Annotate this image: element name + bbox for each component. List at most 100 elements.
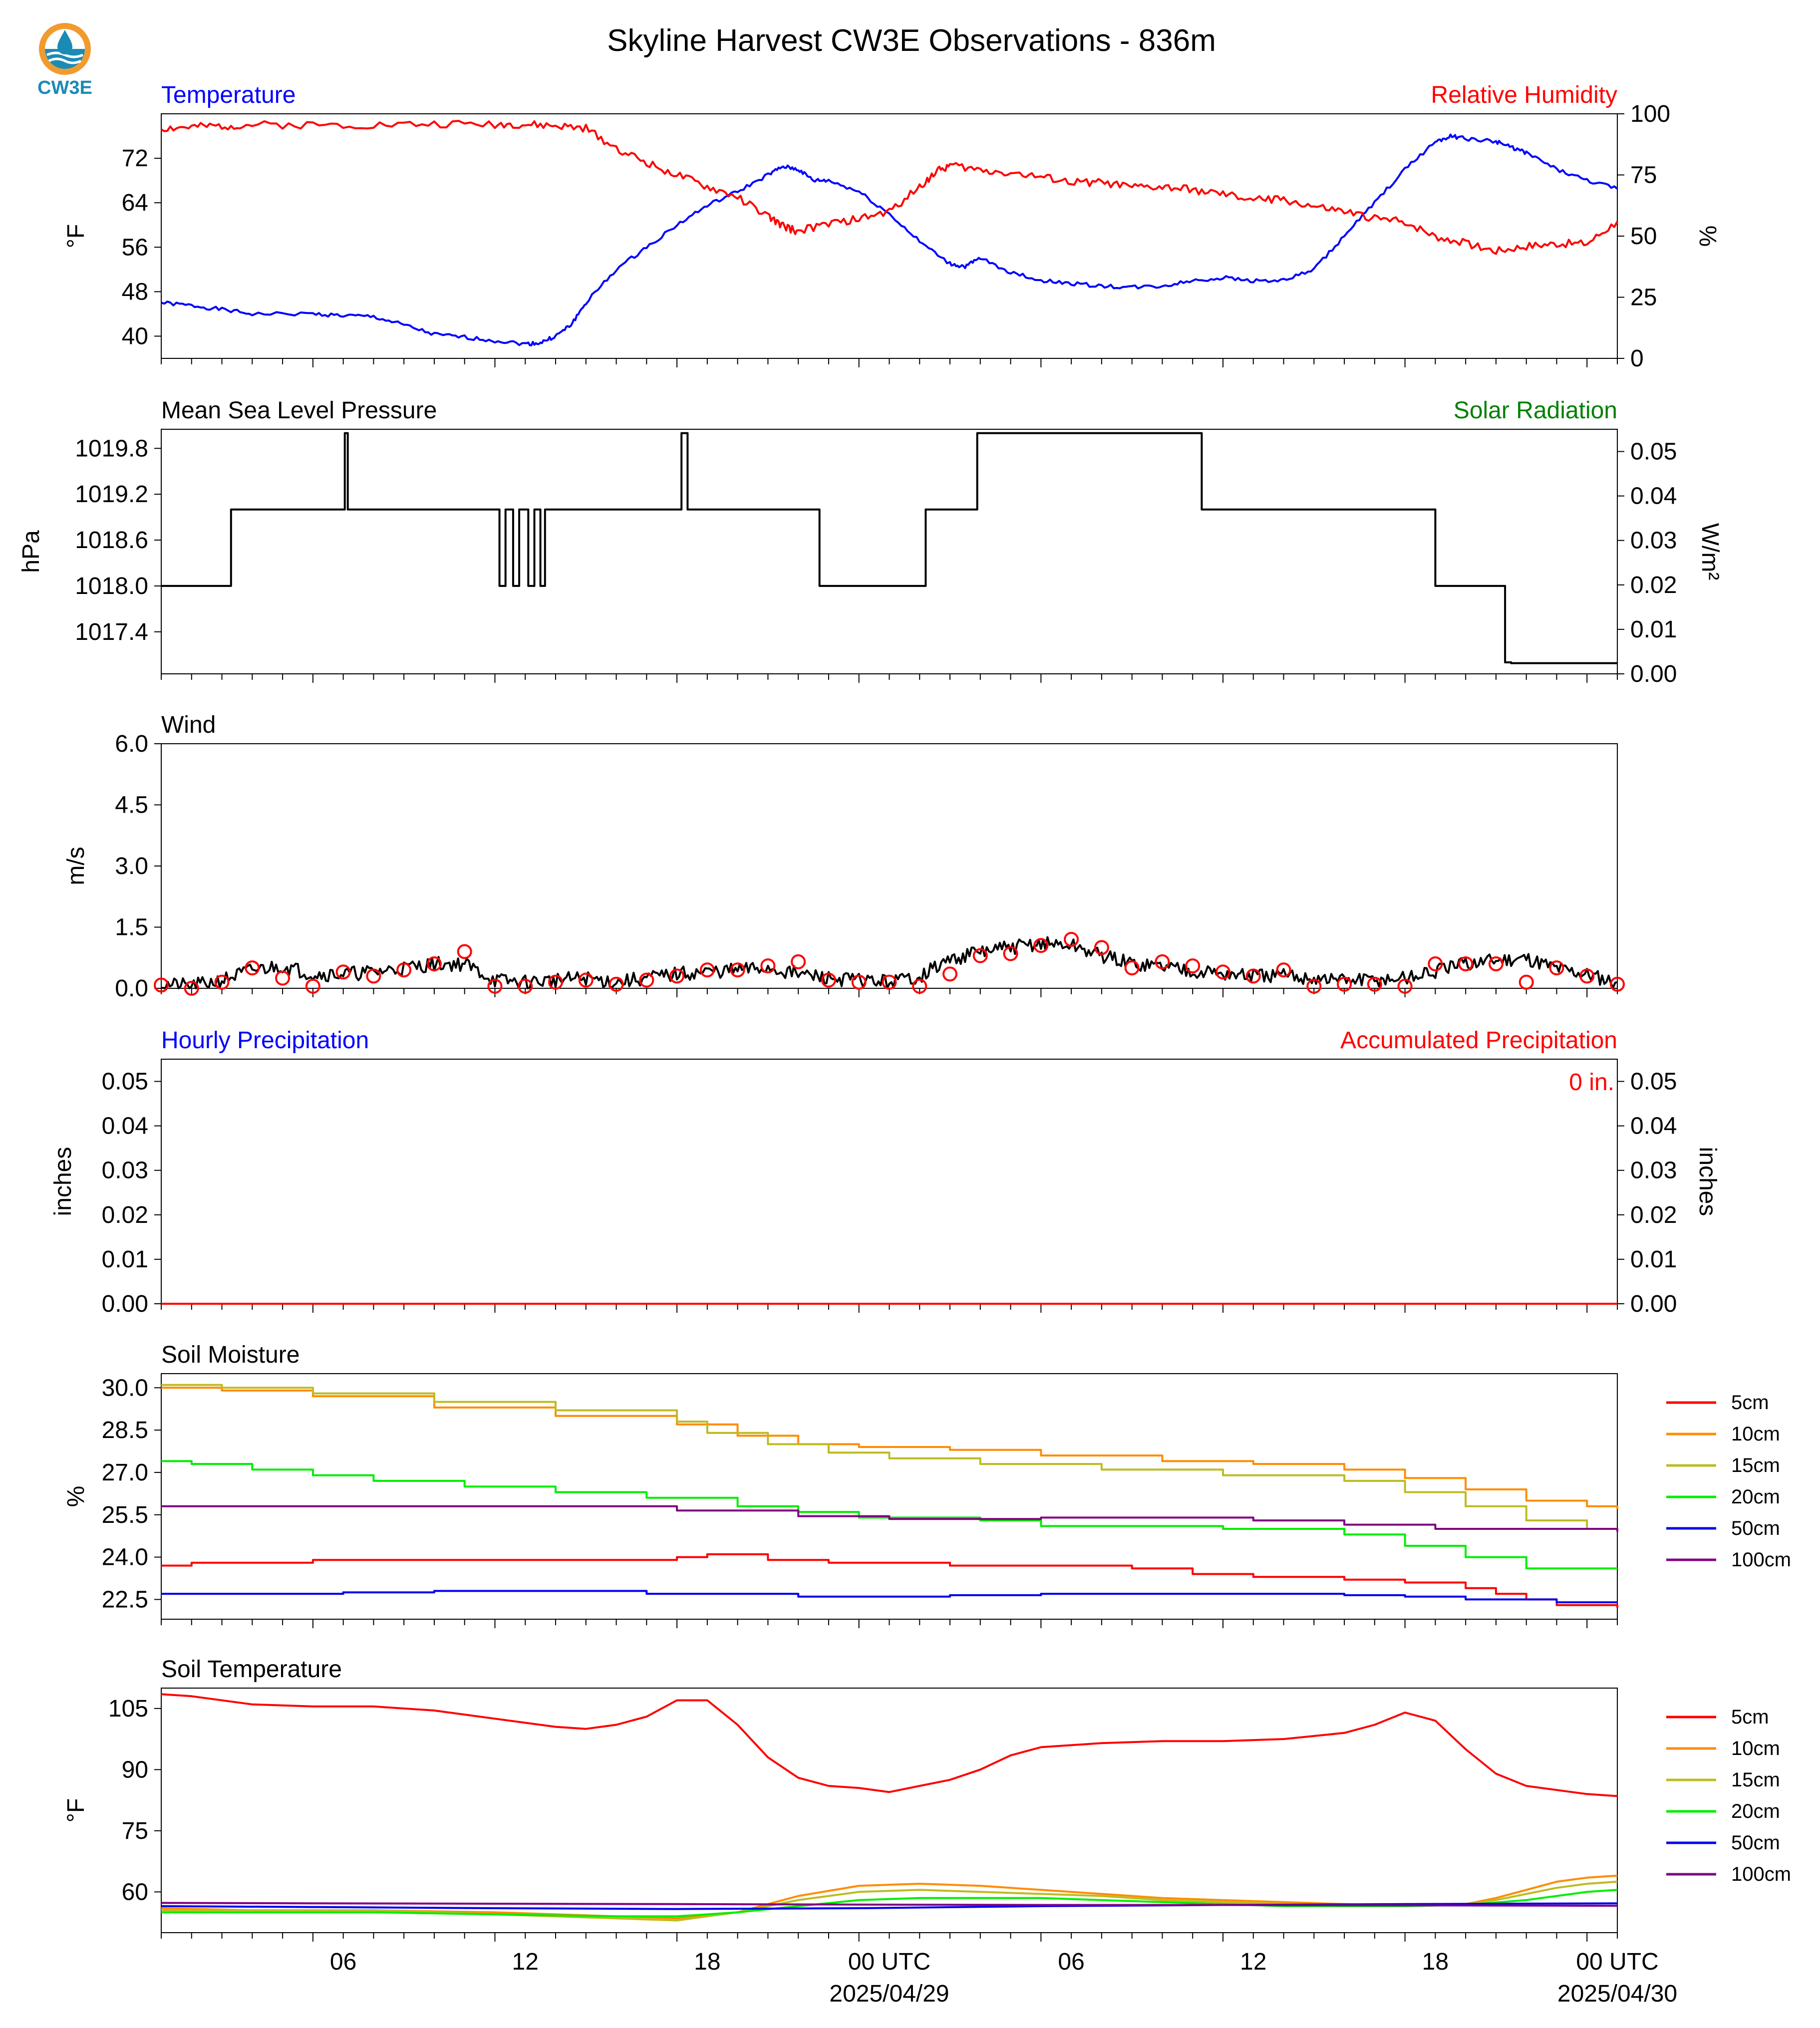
ytick-label-left: 24.0 [102, 1544, 148, 1571]
wind-gust-point [882, 974, 897, 990]
legend-label: 10cm [1731, 1423, 1780, 1445]
legend-label: 15cm [1731, 1769, 1780, 1791]
ytick-label-left: 1019.2 [75, 481, 148, 508]
ytick-label-left: 22.5 [102, 1586, 148, 1613]
wind-gust-point [669, 968, 685, 984]
ytick-label-right: 0.03 [1630, 528, 1677, 554]
ytick-label-left: 0.00 [102, 1291, 148, 1317]
legend-label: 50cm [1731, 1832, 1780, 1854]
wind-gust-point [972, 948, 988, 963]
ytick-label-right: 0.01 [1630, 616, 1677, 643]
ytick-label-left: 1.5 [115, 914, 148, 941]
legend-label: 100cm [1731, 1863, 1791, 1885]
ylabel-left: hPa [18, 530, 44, 573]
wind-gust-point [1610, 976, 1625, 992]
ytick-label-right: 0 [1630, 345, 1644, 372]
wind-gust-point [426, 956, 442, 971]
plot-frame [161, 113, 1618, 359]
logo-text: CW3E [37, 77, 92, 98]
ytick-label-left: 56 [122, 234, 148, 261]
wind-gust-point [1579, 968, 1595, 984]
xdate-label: 2025/04/30 [1557, 1981, 1677, 2007]
series-line [161, 1387, 1618, 1509]
wind-gust-point [1155, 954, 1170, 969]
xtick-label: 12 [512, 1949, 539, 1975]
panel-title-right: Solar Radiation [1454, 397, 1617, 424]
ytick-label-left: 6.0 [115, 731, 148, 757]
panel-wind: Wind 0.0 1.5 3.0 4.5 6.0 m/s [63, 712, 1625, 1002]
legend: 5cm 10cm 15cm 20cm 50cm 100cm [1666, 1392, 1791, 1571]
panel-title-left: Mean Sea Level Pressure [161, 397, 437, 424]
ytick-label-right: 100 [1630, 101, 1670, 127]
ytick-label-right: 0.05 [1630, 439, 1677, 465]
legend-label: 100cm [1731, 1549, 1791, 1571]
x-axis: 06 12 18 00 UTC 06 12 18 00 UTC 2025/04/29 2025/0… [330, 1949, 1677, 2007]
ytick-label-left: 48 [122, 279, 148, 305]
wind-gust-point [1458, 956, 1474, 971]
series-20cm [161, 1460, 1617, 1570]
series-line-0 [161, 432, 1617, 664]
ytick-label-right: 0.05 [1630, 1069, 1677, 1095]
panel-soil_moisture: Soil Moisture 22.5 24.0 25.5 27.0 28.5 30.0% 5c… [63, 1342, 1791, 1628]
wind-gust-point [791, 954, 806, 969]
wind-gust-point [1003, 946, 1018, 961]
xtick-label: 18 [1422, 1949, 1449, 1975]
series-line [161, 1902, 1618, 1907]
wind-gust-point [154, 977, 169, 993]
wind-gust-point [851, 974, 867, 990]
ytick-label-left: 75 [122, 1818, 148, 1844]
wind-gust-point [1428, 956, 1443, 971]
ytick-label-right: 0.02 [1630, 1202, 1677, 1228]
ylabel-left: °F [63, 1798, 89, 1823]
legend-label: 20cm [1731, 1486, 1780, 1508]
ytick-label-right: 25 [1630, 285, 1657, 311]
ylabel-left: % [63, 1486, 89, 1507]
series-5cm [161, 1553, 1618, 1608]
series-line [161, 133, 1618, 346]
legend-label: 20cm [1731, 1800, 1780, 1822]
wind-gust-point [1549, 960, 1564, 976]
xtick-label: 06 [1058, 1949, 1084, 1975]
wind-gust-point [1518, 974, 1534, 990]
series-line [161, 120, 1618, 255]
wind-gust-point [1215, 964, 1230, 980]
ytick-label-left: 28.5 [102, 1417, 148, 1444]
accumulated-annotation: 0 in. [1569, 1069, 1614, 1096]
wind-gust-point [1094, 940, 1109, 955]
logo-drop-icon [57, 30, 72, 54]
panel-temp_rh: Temperature Relative Humidity 40 48 56 64 72 0 2… [63, 82, 1721, 372]
wind-gust-point [214, 974, 230, 990]
plot-frame [161, 1059, 1618, 1304]
series-50cm [161, 1590, 1617, 1604]
wind-gust-point [1064, 932, 1079, 947]
ytick-label-right: 75 [1630, 162, 1657, 189]
legend-label: 15cm [1731, 1454, 1780, 1476]
ytick-label-left: 30.0 [102, 1375, 148, 1401]
wind-gust-point [1276, 962, 1291, 978]
panel-soil_temperature: Soil Temperature 60 75 90 105 °F 5cm 10cm 15cm 20… [63, 1656, 1791, 1942]
wind-gust-point [396, 962, 412, 978]
wind-gust-point [699, 962, 715, 978]
series-line-0 [161, 936, 1618, 989]
figure-title: Skyline Harvest CW3E Observations - 836m [607, 23, 1216, 58]
panel-title-left: Soil Moisture [161, 1342, 300, 1368]
legend-label: 10cm [1731, 1738, 1780, 1759]
ytick-label-right: 0.01 [1630, 1246, 1677, 1273]
xtick-label: 00 UTC [848, 1949, 930, 1975]
series-line [161, 432, 1617, 664]
legend-label: 50cm [1731, 1517, 1780, 1539]
wind-gust-point [335, 964, 351, 980]
ytick-label-left: 60 [122, 1879, 148, 1905]
ylabel-right: W/m² [1697, 523, 1723, 580]
ytick-label-right: 50 [1630, 223, 1657, 250]
wind-gust-point [1397, 978, 1413, 994]
series-5cm [161, 1693, 1618, 1797]
ytick-label-right: 0.00 [1630, 1291, 1677, 1317]
panel-precip: Hourly Precipitation Accumulated Precipit… [50, 1027, 1721, 1317]
ytick-label-right: 0.00 [1630, 661, 1677, 687]
wind-gust-point [548, 974, 564, 990]
wind-gust-point [1245, 968, 1261, 984]
ytick-label-left: 1018.6 [75, 527, 148, 554]
panel-title-left: Hourly Precipitation [161, 1027, 369, 1054]
